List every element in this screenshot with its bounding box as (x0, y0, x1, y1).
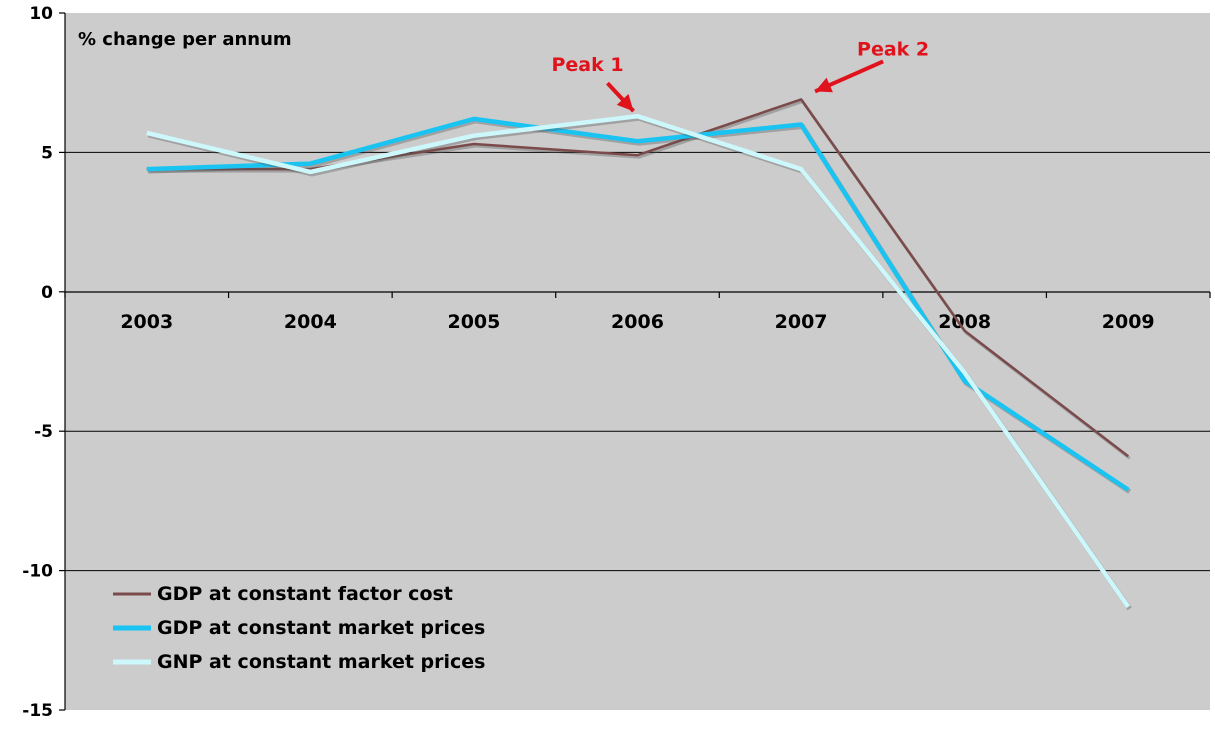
annotation-label: Peak 2 (857, 38, 929, 60)
annotation-label: Peak 1 (551, 54, 623, 76)
x-tick-label: 2006 (611, 311, 664, 333)
x-tick-label: 2003 (120, 311, 173, 333)
y-tick-label: 10 (29, 4, 53, 24)
axes: 10 5 0 -5 -10 -15 2003 2004 2005 2006 2007 2008 2009 (22, 4, 1211, 721)
x-tick-label: 2008 (938, 311, 991, 333)
series-line (146, 113, 1131, 609)
y-tick-label: 0 (41, 283, 53, 303)
y-tick-label: -15 (22, 701, 53, 721)
x-tick-label: 2007 (775, 311, 828, 333)
series-line (146, 116, 1130, 492)
unit-label: % change per annum (78, 29, 292, 50)
x-tick-label: 2009 (1102, 311, 1155, 333)
gridlines (65, 151, 1210, 572)
x-tick-label: 2005 (447, 311, 500, 333)
legend-label: GDP at constant market prices (157, 617, 485, 639)
series-line (146, 98, 1129, 458)
plot-area (65, 13, 1210, 710)
legend-label: GNP at constant market prices (157, 651, 485, 673)
series-lines (146, 98, 1132, 611)
legend: GDP at constant factor cost GDP at consta… (113, 583, 485, 673)
y-tick-label: -10 (22, 562, 53, 582)
y-tick-label: 5 (41, 143, 53, 163)
x-tick-label: 2004 (284, 311, 337, 333)
legend-label: GDP at constant factor cost (157, 583, 453, 605)
annotation-arrowhead (815, 77, 833, 93)
annotations: Peak 1 Peak 2 (551, 38, 929, 113)
annotation-arrowhead (616, 94, 634, 112)
y-tick-label: -5 (34, 422, 53, 442)
